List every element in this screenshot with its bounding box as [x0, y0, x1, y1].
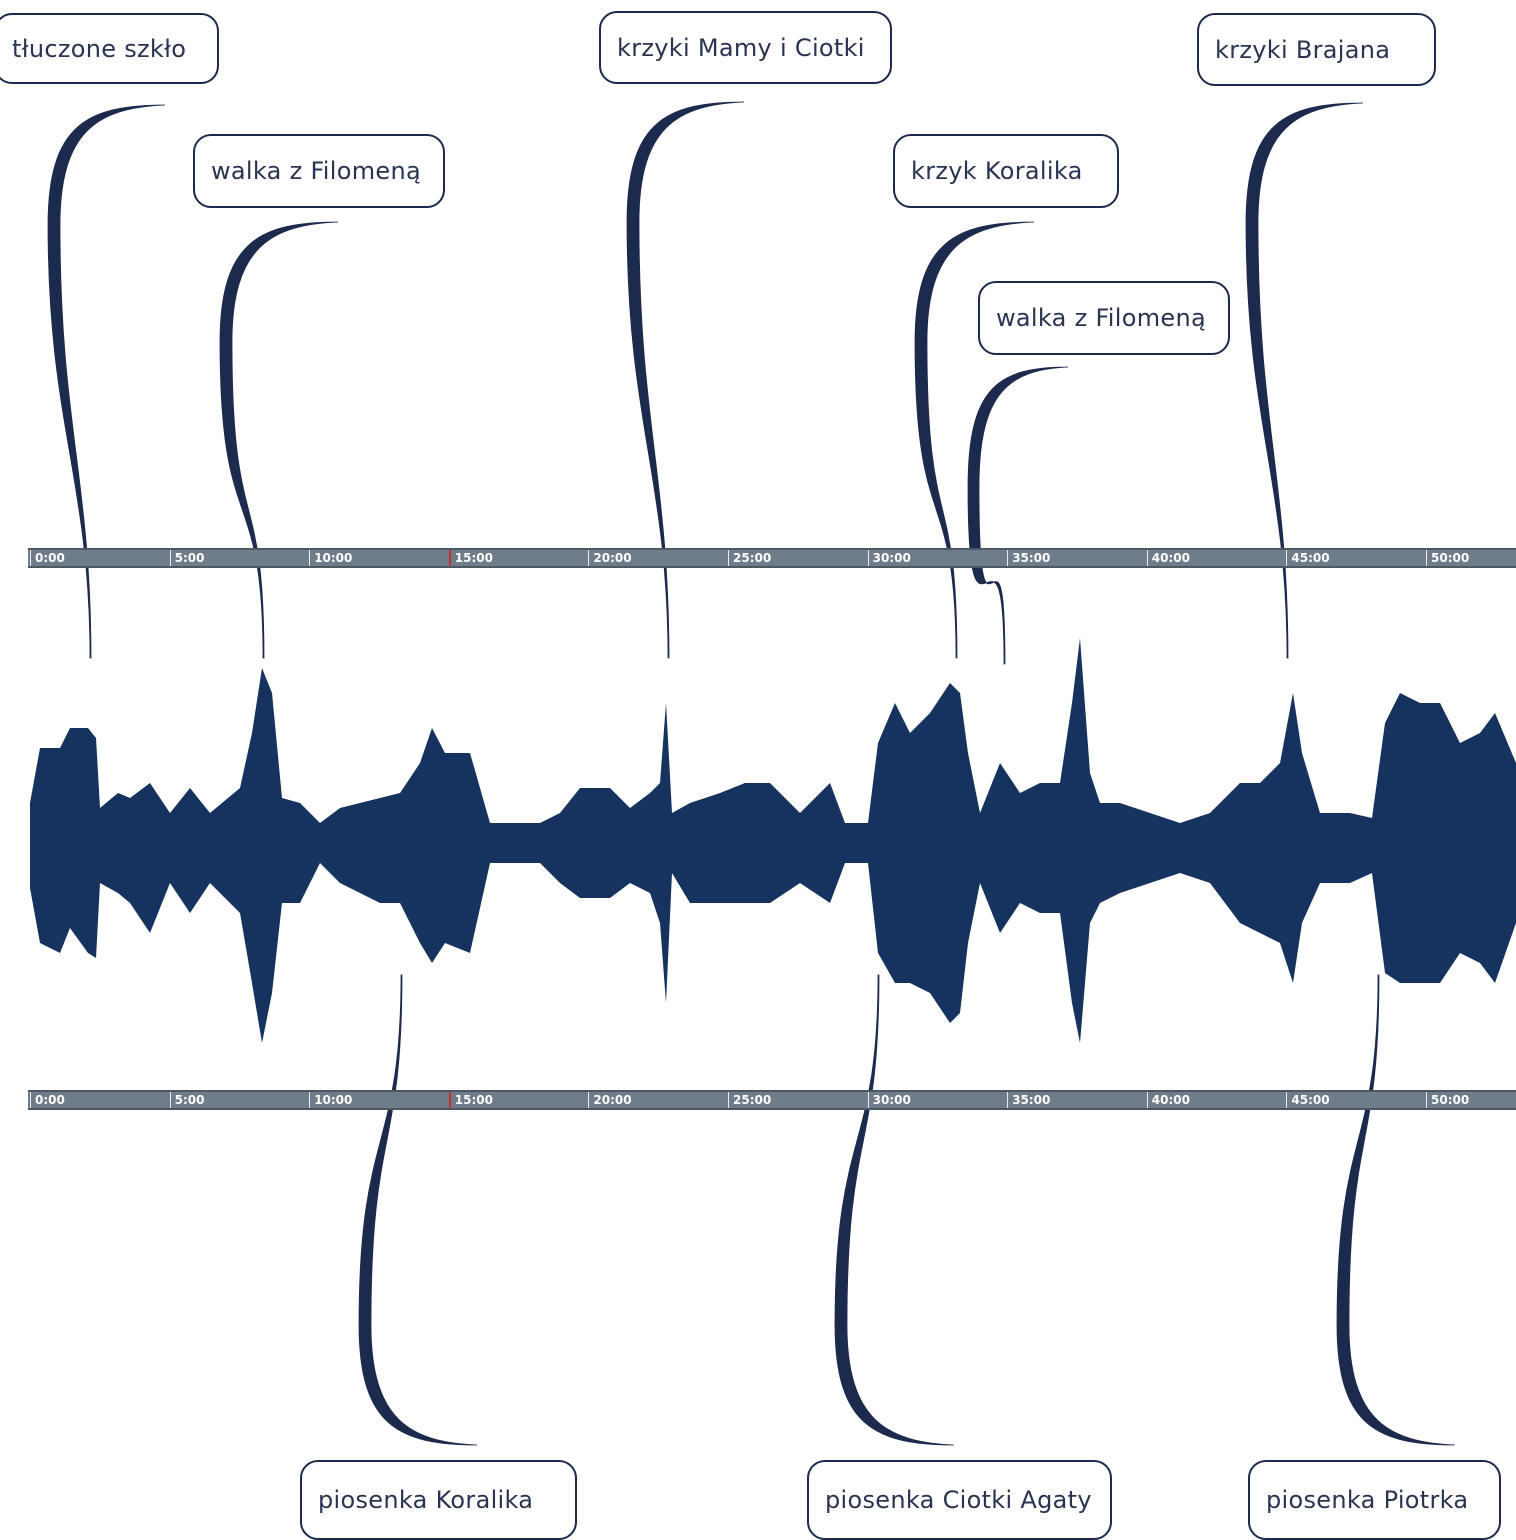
annotation-brajan-screams: krzyki Brajana: [1197, 13, 1436, 86]
timeline-tick: 30:00: [867, 1092, 911, 1108]
leader-line: [626, 101, 745, 659]
timeline-tick: 15:00: [448, 550, 493, 566]
leader-line: [914, 221, 1035, 659]
leader-line: [219, 221, 339, 659]
timeline-tick: 5:00: [169, 1092, 204, 1108]
annotation-koralik-song: piosenka Koralika: [300, 1460, 577, 1540]
timeline-tick: 25:00: [728, 550, 771, 566]
timeline-tick: 40:00: [1146, 550, 1190, 566]
timeline-tick: 15:00: [448, 1092, 493, 1108]
annotation-mom-aunt-screams: krzyki Mamy i Ciotki: [599, 11, 892, 84]
leader-line: [1245, 102, 1364, 659]
timeline-tick: 50:00: [1426, 550, 1469, 566]
leader-lines: [47, 101, 1456, 1446]
timeline-tick: 30:00: [867, 550, 911, 566]
timeline-tick: 25:00: [728, 1092, 771, 1108]
annotation-aunt-agata-song: piosenka Ciotki Agaty: [807, 1460, 1112, 1540]
leader-line: [834, 974, 955, 1446]
timeline-tick: 5:00: [169, 550, 204, 566]
leader-line: [358, 974, 478, 1446]
timeline-tick: 0:00: [30, 550, 65, 566]
timeline-ruler-top: 0:00 5:00 10:00 15:00 20:00 25:00 30:00 35:00 40…: [28, 548, 1516, 568]
timeline-tick: 0:00: [30, 1092, 65, 1108]
timeline-tick: 45:00: [1286, 1092, 1330, 1108]
timeline-tick: 20:00: [588, 1092, 632, 1108]
leader-line: [47, 104, 166, 659]
annotation-piotrek-song: piosenka Piotrka: [1248, 1460, 1501, 1540]
timeline-tick: 35:00: [1007, 1092, 1050, 1108]
leader-line: [967, 366, 1069, 665]
timeline-tick: 20:00: [588, 550, 632, 566]
timeline-ruler-bottom: 0:00 5:00 10:00 15:00 20:00 25:00 30:00 35:00 40…: [28, 1090, 1516, 1110]
timeline-tick: 10:00: [309, 550, 352, 566]
timeline-tick: 50:00: [1426, 1092, 1469, 1108]
annotation-fight-filomena-1: walka z Filomeną: [193, 134, 445, 208]
timeline-tick: 40:00: [1146, 1092, 1190, 1108]
audio-waveform: [30, 638, 1516, 1043]
timeline-tick: 45:00: [1286, 550, 1330, 566]
annotation-koralik-scream: krzyk Koralika: [893, 134, 1119, 208]
annotation-broken-glass: tłuczone szkło: [0, 13, 219, 84]
timeline-tick: 10:00: [309, 1092, 352, 1108]
annotation-fight-filomena-2: walka z Filomeną: [978, 281, 1230, 355]
leader-line: [1336, 974, 1456, 1446]
timeline-tick: 35:00: [1007, 550, 1050, 566]
